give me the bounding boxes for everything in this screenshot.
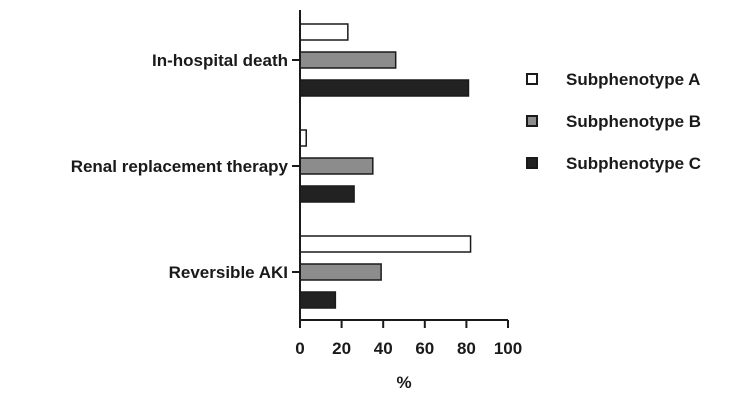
legend-swatch	[526, 73, 538, 85]
x-tick-label: 40	[374, 339, 393, 358]
category-label: Reversible AKI	[169, 263, 288, 282]
legend-label: Subphenotype A	[566, 70, 700, 89]
x-tick-label: 100	[494, 339, 522, 358]
category-label: In-hospital death	[152, 51, 288, 70]
legend-label: Subphenotype B	[566, 112, 701, 131]
bar-subphenotype-a-reversible-aki	[299, 235, 472, 253]
bar-subphenotype-c-reversible-aki	[299, 291, 337, 309]
bar-subphenotype-a-in-hospital-death	[299, 23, 349, 41]
x-tick-label: 80	[457, 339, 476, 358]
legend: Subphenotype A Subphenotype B Subphenotype…	[526, 70, 701, 173]
x-tick-label: 0	[295, 339, 304, 358]
x-tick-label: 60	[415, 339, 434, 358]
x-axis-title: %	[396, 373, 411, 392]
x-tick-label: 20	[332, 339, 351, 358]
legend-swatch	[526, 115, 538, 127]
bar-subphenotype-b-renal-replacement-therapy	[299, 157, 374, 175]
legend-label: Subphenotype C	[566, 154, 701, 173]
plot-area: In-hospital death Renal replacement thera…	[71, 10, 522, 358]
legend-swatch	[526, 157, 538, 169]
bar-subphenotype-b-reversible-aki	[299, 263, 382, 281]
bar-subphenotype-c-renal-replacement-therapy	[299, 185, 355, 203]
bar-subphenotype-b-in-hospital-death	[299, 51, 397, 69]
bar-subphenotype-c-in-hospital-death	[299, 79, 470, 97]
category-label: Renal replacement therapy	[71, 157, 289, 176]
